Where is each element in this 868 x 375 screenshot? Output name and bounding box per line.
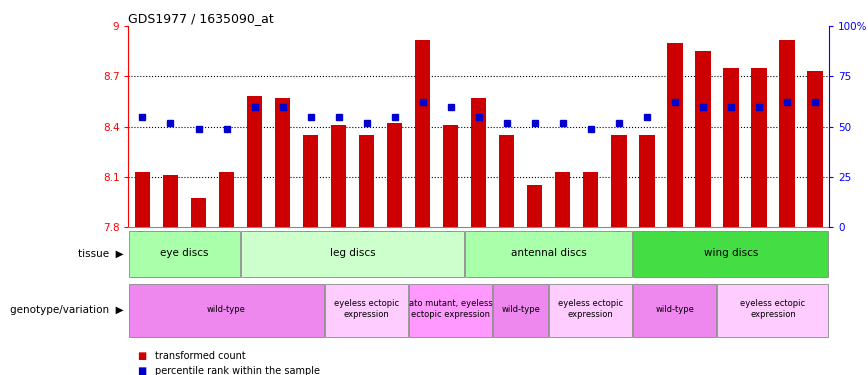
Bar xyxy=(751,68,766,227)
Bar xyxy=(135,172,150,227)
Text: GDS1977 / 1635090_at: GDS1977 / 1635090_at xyxy=(128,12,274,25)
Bar xyxy=(555,172,570,227)
Bar xyxy=(219,172,234,227)
Bar xyxy=(723,68,739,227)
Bar xyxy=(493,284,549,337)
Text: eyeless ectopic
expression: eyeless ectopic expression xyxy=(740,300,806,319)
Text: antennal discs: antennal discs xyxy=(511,248,587,258)
Bar xyxy=(303,135,319,227)
Text: eyeless ectopic
expression: eyeless ectopic expression xyxy=(558,300,623,319)
Text: percentile rank within the sample: percentile rank within the sample xyxy=(155,366,319,375)
Bar xyxy=(527,185,542,227)
Bar xyxy=(718,284,828,337)
Bar xyxy=(247,96,262,227)
Bar xyxy=(241,231,464,278)
Bar xyxy=(443,125,458,227)
Text: wing discs: wing discs xyxy=(704,248,758,258)
Bar xyxy=(163,175,178,227)
Text: ato mutant, eyeless
ectopic expression: ato mutant, eyeless ectopic expression xyxy=(409,300,492,319)
Bar xyxy=(465,231,632,278)
Bar xyxy=(191,198,207,227)
Text: genotype/variation  ▶: genotype/variation ▶ xyxy=(10,305,124,315)
Bar xyxy=(667,43,682,227)
Text: eyeless ectopic
expression: eyeless ectopic expression xyxy=(334,300,399,319)
Bar xyxy=(129,231,240,278)
Text: eye discs: eye discs xyxy=(161,248,208,258)
Text: wild-type: wild-type xyxy=(655,304,694,313)
Bar xyxy=(471,98,486,227)
Bar xyxy=(634,231,828,278)
Bar xyxy=(275,98,290,227)
Text: tissue  ▶: tissue ▶ xyxy=(78,249,124,259)
Bar xyxy=(415,40,431,227)
Text: ■: ■ xyxy=(137,351,147,361)
Bar xyxy=(549,284,632,337)
Text: wild-type: wild-type xyxy=(207,304,246,313)
Bar xyxy=(359,135,374,227)
Text: wild-type: wild-type xyxy=(502,304,540,313)
Bar xyxy=(331,125,346,227)
Text: leg discs: leg discs xyxy=(330,248,376,258)
Text: transformed count: transformed count xyxy=(155,351,246,361)
Bar xyxy=(639,135,654,227)
Bar xyxy=(779,40,794,227)
Bar xyxy=(409,284,492,337)
Bar xyxy=(611,135,627,227)
Bar xyxy=(387,123,403,227)
Bar xyxy=(634,284,716,337)
Bar xyxy=(129,284,324,337)
Bar xyxy=(695,51,711,227)
Bar xyxy=(583,172,598,227)
Bar xyxy=(499,135,515,227)
Bar xyxy=(807,71,823,227)
Bar xyxy=(326,284,408,337)
Text: ■: ■ xyxy=(137,366,147,375)
